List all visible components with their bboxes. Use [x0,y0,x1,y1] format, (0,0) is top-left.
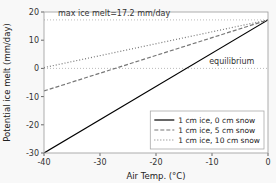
x-tick-label: -10 [205,158,218,167]
x-tick [100,153,101,156]
annotation: equilibrium [209,57,254,66]
legend-label: 1 cm ice, 5 cm snow [178,126,255,135]
annotation: max ice melt=17.2 mm/day [58,9,170,18]
y-axis-label: Potential ice melt (mm/day) [2,23,12,142]
x-tick [212,153,213,156]
legend-label: 1 cm ice, 0 cm snow [178,116,255,125]
chart: -40-30-20-100-30-20-1001020max ice melt=… [0,0,276,183]
legend: 1 cm ice, 0 cm snow1 cm ice, 5 cm snow1 … [150,111,264,149]
series-line [44,20,268,68]
y-tick [41,12,44,13]
y-tick-label: 20 [29,8,39,17]
series-line [44,20,268,153]
x-tick-label: -20 [149,158,162,167]
reference-line [44,68,268,69]
x-tick [156,153,157,156]
plot-area [44,12,268,153]
legend-swatch [154,119,174,120]
x-axis-label: Air Temp. (°C) [126,171,185,181]
plot-frame [44,12,268,153]
y-tick-label: -10 [26,93,39,102]
y-tick-label: -20 [26,121,39,130]
series-line [44,20,268,91]
x-tick-label: -30 [93,158,106,167]
plot-data [44,20,268,153]
y-tick-label: -30 [26,149,39,158]
y-tick-label: 10 [29,36,39,45]
y-tick [41,40,44,41]
legend-box [150,111,264,149]
y-tick [41,124,44,125]
y-tick [41,96,44,97]
y-tick [41,68,44,69]
x-tick-label: 0 [265,158,270,167]
legend-label: 1 cm ice, 10 cm snow [178,136,260,145]
y-tick-label: 0 [34,64,39,73]
legend-swatch [154,129,174,130]
x-tick [268,153,269,156]
y-tick [41,153,44,154]
x-tick-label: -40 [37,158,50,167]
legend-swatch [154,139,174,140]
reference-line [44,19,268,20]
